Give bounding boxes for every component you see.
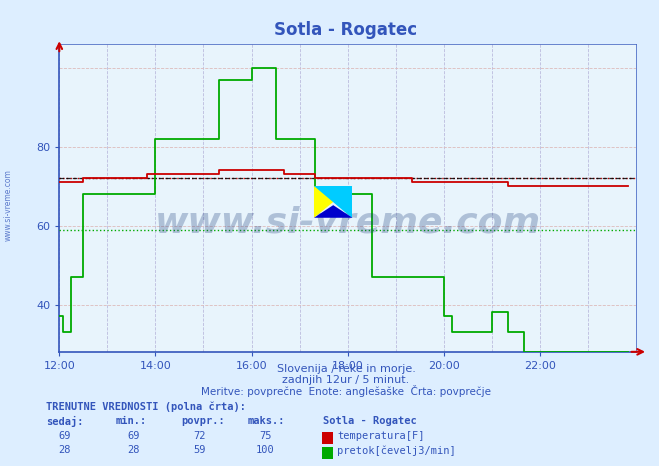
Text: 75: 75 <box>260 431 272 440</box>
Text: 69: 69 <box>59 431 71 440</box>
Text: pretok[čevelj3/min]: pretok[čevelj3/min] <box>337 445 456 456</box>
Text: Sotla - Rogatec: Sotla - Rogatec <box>274 21 418 39</box>
Text: 59: 59 <box>194 445 206 455</box>
Text: temperatura[F]: temperatura[F] <box>337 431 425 440</box>
Text: www.si-vreme.com: www.si-vreme.com <box>155 206 540 240</box>
Text: Slovenija / reke in morje.: Slovenija / reke in morje. <box>277 364 415 374</box>
Text: sedaj:: sedaj: <box>46 416 84 427</box>
Text: Sotla - Rogatec: Sotla - Rogatec <box>323 416 416 425</box>
Polygon shape <box>314 186 353 218</box>
Text: www.si-vreme.com: www.si-vreme.com <box>4 169 13 241</box>
Text: maks.:: maks.: <box>247 416 285 425</box>
Text: 69: 69 <box>128 431 140 440</box>
Text: min.:: min.: <box>115 416 146 425</box>
Polygon shape <box>314 205 353 218</box>
Text: Meritve: povprečne  Enote: anglešaške  Črta: povprečje: Meritve: povprečne Enote: anglešaške Črt… <box>201 385 491 397</box>
Text: 28: 28 <box>59 445 71 455</box>
Text: povpr.:: povpr.: <box>181 416 225 425</box>
Polygon shape <box>314 186 353 218</box>
Text: TRENUTNE VREDNOSTI (polna črta):: TRENUTNE VREDNOSTI (polna črta): <box>46 402 246 412</box>
Text: zadnjih 12ur / 5 minut.: zadnjih 12ur / 5 minut. <box>282 375 410 384</box>
Text: 100: 100 <box>256 445 275 455</box>
Text: 28: 28 <box>128 445 140 455</box>
Text: 72: 72 <box>194 431 206 440</box>
